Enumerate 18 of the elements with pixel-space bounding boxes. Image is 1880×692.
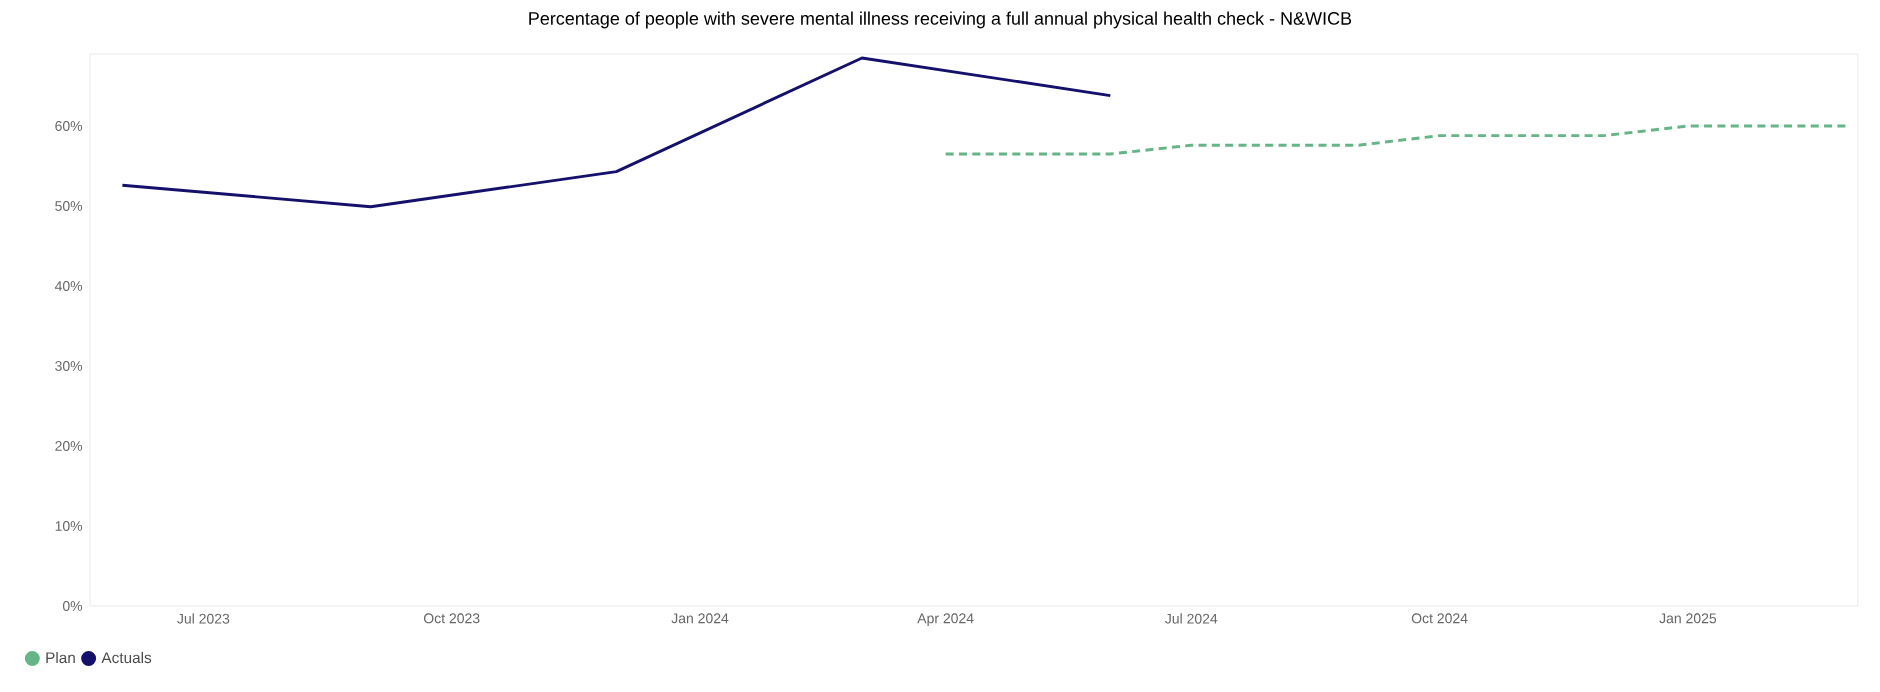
x-tick-label: Jan 2025	[1659, 613, 1717, 624]
x-tick-label: Jan 2024	[671, 613, 729, 624]
line-series	[120, 56, 1112, 209]
legend-label: Actuals	[101, 651, 152, 664]
chart-title: Percentage of people with severe mental illness receiving a full annual physical health check - N&WICB	[529, 11, 1352, 29]
y-tick-label: 40%	[54, 281, 83, 291]
y-tick-label: 30%	[55, 361, 83, 371]
y-tick-label: 0%	[62, 601, 83, 611]
y-tick-label: 20%	[55, 441, 83, 451]
legend-label: Plan	[46, 651, 75, 664]
y-tick-label: 60%	[55, 121, 83, 131]
x-tick-label: Oct 2024	[1411, 613, 1468, 624]
y-tick-label: 50%	[55, 201, 83, 211]
x-tick-label: Oct 2023	[423, 613, 480, 624]
x-tick-label: Jul 2023	[177, 613, 230, 624]
x-tick-label: Apr 2024	[917, 613, 974, 627]
y-tick-label: 10%	[55, 521, 83, 531]
x-tick-label: Jul 2024	[1165, 613, 1218, 624]
